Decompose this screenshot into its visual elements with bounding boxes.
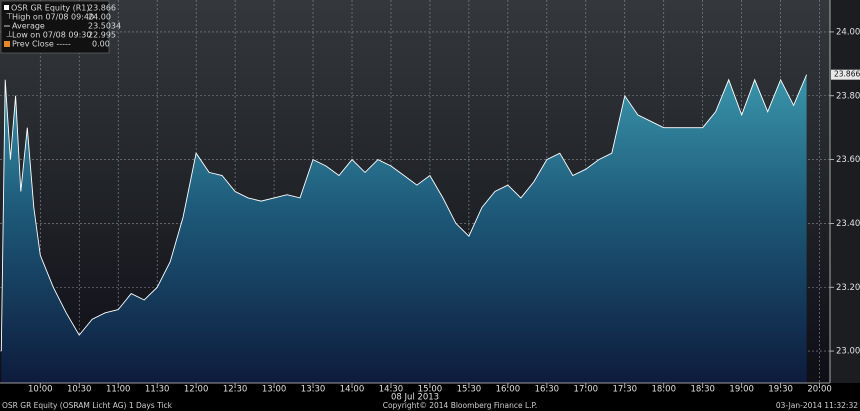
footer-left: OSR GR Equity (OSRAM Licht AG) 1 Days Ti…: [2, 401, 173, 410]
x-tick-label: 12:30: [223, 385, 248, 395]
y-tick-label: 24.00: [836, 27, 860, 37]
legend-series: OSR GR Equity (R1): [11, 4, 90, 13]
x-tick-label: 11:00: [106, 385, 131, 395]
legend-stat-label: Low on 07/08 09:30: [12, 31, 91, 40]
y-tick-label: 23.20: [836, 283, 860, 293]
legend-stat-label: High on 07/08 09:40: [12, 13, 94, 22]
x-tick-label: 14:00: [340, 385, 365, 395]
last-value-tag: [831, 69, 860, 80]
x-tick-label: 18:30: [690, 385, 715, 395]
y-tick-label: 23.60: [836, 155, 860, 165]
legend-icon: ⊥: [6, 30, 13, 39]
y-axis-panel: [830, 0, 860, 383]
legend-stat-value: 23.5034: [88, 22, 121, 31]
x-tick-label: 15:30: [457, 385, 482, 395]
legend-stat-label: Average: [12, 22, 45, 31]
x-tick-label: 13:30: [301, 385, 326, 395]
x-tick-label: 16:00: [496, 385, 521, 395]
x-tick-label: 20:00: [807, 385, 832, 395]
legend-stat-label: Prev Close -----: [12, 40, 71, 49]
legend-icon: ⊤: [6, 12, 13, 21]
x-tick-label: 19:00: [729, 385, 754, 395]
legend-box: [0, 0, 110, 54]
plot: [0, 74, 808, 383]
x-tick-label: 10:00: [28, 385, 53, 395]
legend-swatch: [4, 41, 10, 47]
legend-value: 23.866: [88, 4, 116, 13]
x-tick-label: 17:30: [613, 385, 638, 395]
legend-swatch: [4, 5, 9, 10]
x-tick-label: 15:00: [418, 385, 443, 395]
area: [1, 74, 807, 383]
x-tick-label: 16:30: [535, 385, 560, 395]
line: [0, 74, 808, 352]
legend-stat-value: 24.00: [88, 13, 111, 22]
footer-right: 03-Jan-2014 11:32:32: [776, 401, 858, 410]
last-value-label: 23.866: [834, 70, 860, 79]
x-tick-label: 18:00: [651, 385, 676, 395]
y-tick-label: 23.80: [836, 91, 860, 101]
footer-center: Copyright© 2014 Bloomberg Finance L.P.: [383, 401, 538, 410]
x-tick-label: 13:00: [262, 385, 287, 395]
date-label: 08 Jul 2013: [391, 393, 439, 403]
axes: 23.00 23.20 23.40 23.60 23.80 24.00 10:00 10:30…: [0, 0, 860, 395]
legend-stat-value: 0.00: [92, 40, 110, 49]
y-tick-label: 23.40: [836, 219, 860, 229]
legend: OSR GR Equity (R1) 23.866 ⊤ High on 07/0…: [0, 0, 121, 54]
x-tick-label: 17:00: [574, 385, 599, 395]
x-tick-label: 10:30: [67, 385, 92, 395]
legend-stat-value: 22.995: [88, 31, 116, 40]
x-tick-label: 11:30: [145, 385, 170, 395]
y-tick-label: 23.00: [836, 347, 860, 357]
x-tick-label: 19:30: [768, 385, 793, 395]
x-tick-label: 12:00: [184, 385, 209, 395]
x-tick-label: 14:30: [379, 385, 404, 395]
